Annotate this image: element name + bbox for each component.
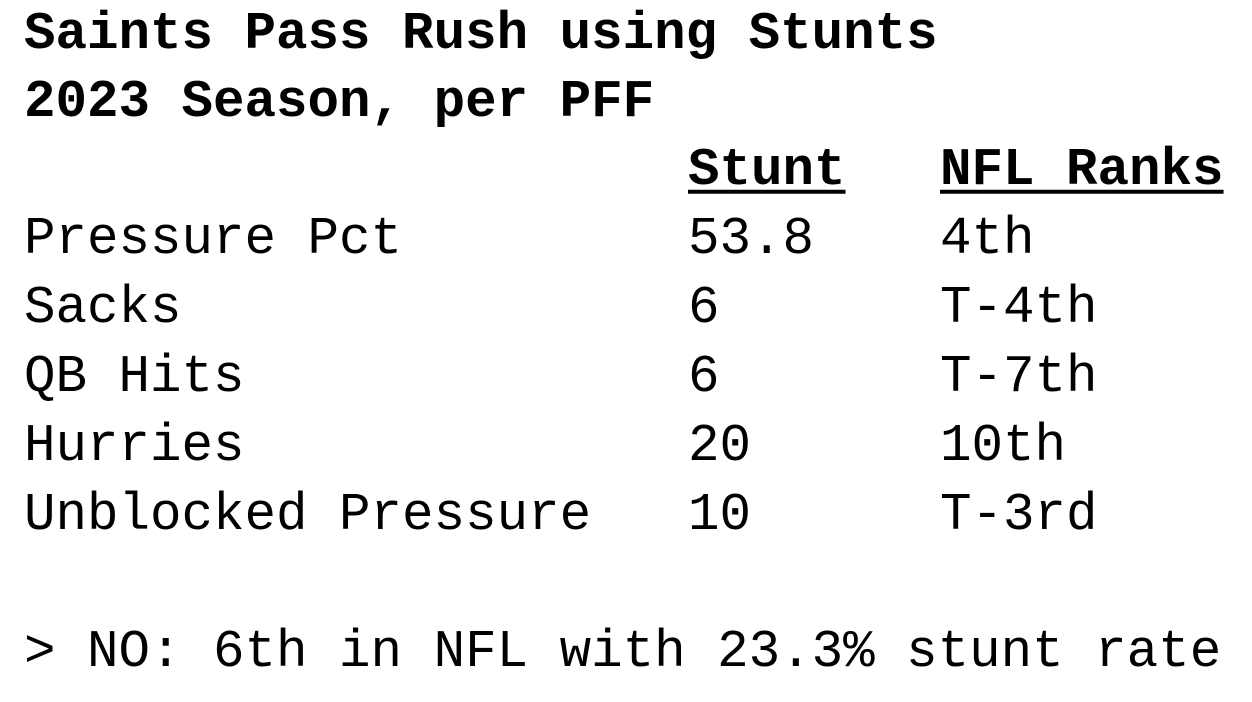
row-label: Sacks [24,277,182,338]
nfl-rank: 4th [940,208,1035,269]
column-header: NFL Ranks [940,139,1224,200]
stunt-value: 6 [688,277,720,338]
nfl-rank: T-7th [940,346,1098,407]
nfl-rank: T-4th [940,277,1098,338]
nfl-rank: 10th [940,415,1067,476]
nfl-rank: T-3rd [940,484,1098,545]
subtitle: 2023 Season, per PFF [24,71,655,132]
row-label: Hurries [24,415,245,476]
row-label: QB Hits [24,346,245,407]
stunt-value: 6 [688,346,720,407]
stunt-value: 53.8 [688,208,815,269]
column-header: Stunt [688,139,846,200]
row-label: Pressure Pct [24,208,403,269]
stunt-value: 10 [688,484,752,545]
title: Saints Pass Rush using Stunts [24,3,938,64]
row-label: Unblocked Pressure [24,484,592,545]
stunt-value: 20 [688,415,752,476]
footnote: > NO: 6th in NFL with 23.3% stunt rate [24,621,1222,682]
